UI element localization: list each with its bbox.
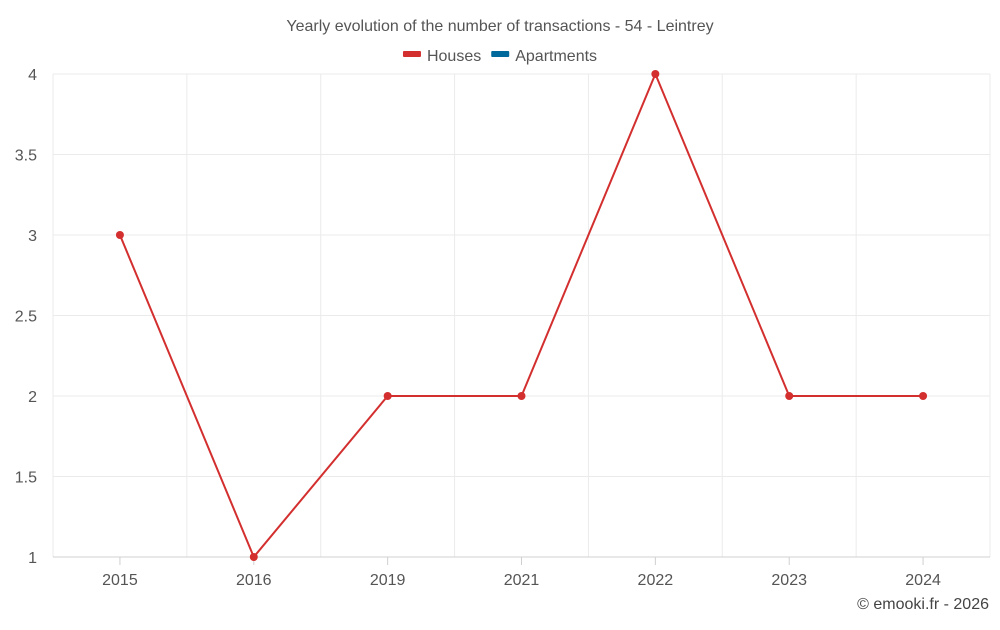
y-tick-label: 3.5 bbox=[15, 148, 37, 165]
data-point[interactable] bbox=[785, 392, 794, 400]
data-point[interactable] bbox=[249, 553, 258, 561]
legend[interactable]: Houses Apartments bbox=[402, 48, 597, 65]
legend-swatch bbox=[491, 51, 510, 57]
x-tick-label: 2016 bbox=[236, 572, 272, 589]
data-point[interactable] bbox=[383, 392, 392, 400]
y-tick-label: 1 bbox=[28, 550, 37, 567]
chart-title: Yearly evolution of the number of transa… bbox=[286, 18, 713, 35]
legend-item-apartments[interactable]: Apartments bbox=[491, 48, 597, 65]
x-tick-label: 2022 bbox=[638, 572, 674, 589]
data-point[interactable] bbox=[517, 392, 526, 400]
series-layer bbox=[115, 70, 928, 561]
legend-label: Apartments bbox=[515, 48, 597, 65]
x-tick-label: 2015 bbox=[102, 572, 138, 589]
grid bbox=[52, 73, 991, 558]
credit-text: © emooki.fr - 2026 bbox=[857, 596, 989, 613]
x-tick-label: 2023 bbox=[771, 572, 807, 589]
y-tick-label: 4 bbox=[28, 67, 37, 84]
y-tick-label: 2 bbox=[28, 389, 37, 406]
data-point[interactable] bbox=[919, 392, 928, 400]
x-tick-label: 2019 bbox=[370, 572, 406, 589]
data-point[interactable] bbox=[651, 70, 660, 78]
legend-swatch bbox=[402, 51, 421, 57]
legend-label: Houses bbox=[427, 48, 481, 65]
y-tick-label: 3 bbox=[28, 228, 37, 245]
x-tick-label: 2024 bbox=[905, 572, 941, 589]
y-tick-label: 1.5 bbox=[15, 470, 37, 487]
x-tick-label: 2021 bbox=[504, 572, 540, 589]
legend-item-houses[interactable]: Houses bbox=[402, 48, 481, 65]
y-tick-label: 2.5 bbox=[15, 309, 37, 326]
axes: 1 1.5 2 2.5 3 3.5 4 2015 2016 2019 2021 2022 2023 202… bbox=[15, 67, 990, 589]
data-point[interactable] bbox=[115, 231, 124, 239]
